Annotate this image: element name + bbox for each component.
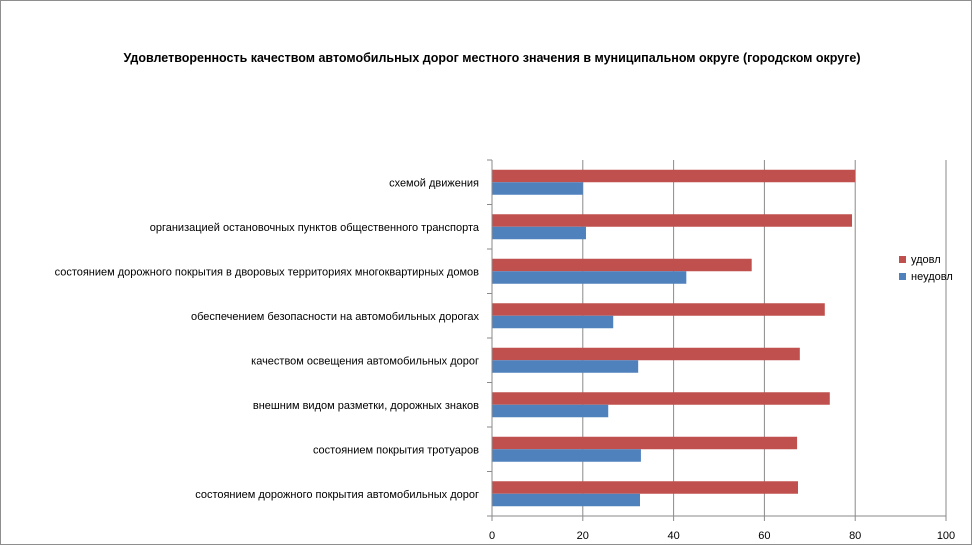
x-tick-label: 80 xyxy=(849,530,861,542)
x-tick-label: 20 xyxy=(577,530,589,542)
bar-neudovl xyxy=(492,271,687,284)
bar-neudovl xyxy=(492,493,641,507)
bar-neudovl xyxy=(492,315,614,329)
legend-swatch-neudovl xyxy=(899,273,906,280)
category-label: состоянием дорожного покрытия в дворовых… xyxy=(55,266,480,278)
legend-label-udovl: удовл xyxy=(911,254,941,266)
category-label: обеспечением безопасности на автомобильн… xyxy=(191,311,479,323)
bar-udovl xyxy=(492,258,752,272)
bar-udovl xyxy=(492,169,856,183)
x-tick-label: 100 xyxy=(937,530,955,542)
bar-udovl xyxy=(492,392,830,405)
bar-udovl xyxy=(492,303,825,316)
bar-neudovl xyxy=(492,360,639,373)
legend-label-neudovl: неудовл xyxy=(911,271,953,283)
category-label: состоянием покрытия тротуаров xyxy=(313,444,479,456)
bar-neudovl xyxy=(492,404,609,418)
bar-udovl xyxy=(492,214,853,227)
category-label: качеством освещения автомобильных дорог xyxy=(251,355,479,367)
x-tick-label: 0 xyxy=(489,530,495,542)
legend-swatch-udovl xyxy=(899,256,906,263)
bar-neudovl xyxy=(492,226,586,240)
x-tick-label: 60 xyxy=(758,530,770,542)
chart-title: Удовлетворенность качеством автомобильны… xyxy=(123,51,861,65)
bar-udovl xyxy=(492,481,798,494)
category-label: организацией остановочных пунктов общест… xyxy=(150,222,480,234)
category-label: состоянием дорожного покрытия автомобиль… xyxy=(195,489,479,501)
x-tick-label: 40 xyxy=(667,530,679,542)
category-label: внешним видом разметки, дорожных знаков xyxy=(253,400,479,412)
bar-neudovl xyxy=(492,182,583,195)
bar-udovl xyxy=(492,436,798,450)
category-label: схемой движения xyxy=(389,177,479,189)
bar-neudovl xyxy=(492,449,641,462)
bar-udovl xyxy=(492,347,800,361)
